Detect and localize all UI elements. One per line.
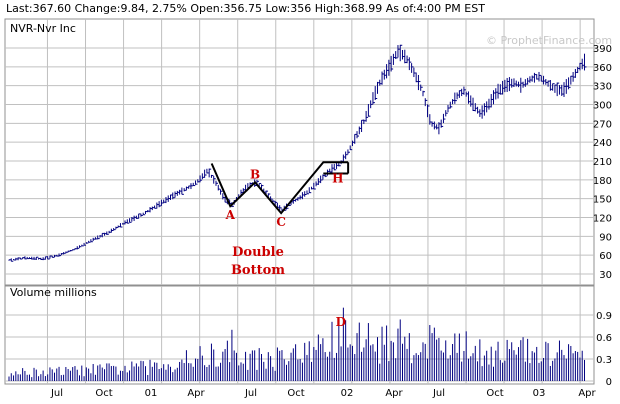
low-value: 356 — [290, 2, 311, 15]
pivot-label-a: A — [225, 208, 236, 222]
high-value: 368.99 — [344, 2, 383, 15]
change-value: 9.84, 2.75% — [120, 2, 186, 15]
price-tick-label: 300 — [593, 101, 612, 112]
x-tick-label: Oct — [486, 388, 503, 399]
x-tick-label: Apr — [187, 388, 205, 399]
x-tick-label: 01 — [145, 388, 158, 399]
price-tick-label: 360 — [593, 63, 612, 74]
price-tick-label: 30 — [599, 270, 612, 281]
x-tick-label: Apr — [578, 388, 596, 399]
asof-value: 4:00 PM EST — [416, 2, 485, 15]
price-tick-label: 330 — [593, 82, 612, 93]
x-tick-label: 03 — [533, 388, 546, 399]
x-tick-label: Jul — [244, 388, 257, 399]
handle-label-h: H — [332, 171, 343, 185]
watermark: © ProphetFinance.com — [486, 34, 612, 47]
price-tick-label: 90 — [599, 232, 612, 243]
open-value: 356.75 — [223, 2, 262, 15]
x-tick-label: Oct — [287, 388, 304, 399]
volume-annotations: D — [336, 315, 346, 329]
pivot-label-c: C — [276, 215, 286, 229]
volume-tick-label: 0 — [606, 377, 612, 388]
asof-label: As of: — [386, 2, 417, 15]
volume-y-axis: 0 0.3 0.6 0.9 — [596, 311, 612, 388]
price-tick-label: 150 — [593, 195, 612, 206]
open-label: Open: — [190, 2, 223, 15]
change-label: Change: — [75, 2, 121, 15]
price-grid — [5, 19, 594, 285]
volume-chart-title: Volume millions — [10, 286, 97, 299]
x-tick-label: Oct — [95, 388, 112, 399]
double-bottom-text-2: Bottom — [231, 263, 285, 278]
quote-header: Last:367.60 Change:9.84, 2.75% Open:356.… — [6, 2, 485, 15]
last-label: Last: — [6, 2, 33, 15]
volume-label-d: D — [336, 315, 346, 329]
x-tick-label: Apr — [385, 388, 403, 399]
x-tick-label: Jul — [50, 388, 63, 399]
volume-tick-label: 0.3 — [596, 355, 612, 366]
high-label: High: — [315, 2, 344, 15]
x-tick-label: 02 — [341, 388, 354, 399]
low-label: Low: — [265, 2, 290, 15]
volume-tick-label: 0.9 — [596, 311, 612, 322]
price-tick-label: 390 — [593, 44, 612, 55]
double-bottom-line — [210, 161, 349, 215]
double-bottom-text-1: Double — [232, 245, 284, 260]
price-panel-frame — [4, 18, 595, 286]
x-tick-label: Jul — [432, 388, 445, 399]
price-tick-label: 270 — [593, 119, 612, 130]
x-axis: Jul Oct 01 Apr Jul Oct 02 Apr Jul Oct 03 Apr — [50, 388, 597, 399]
price-tick-label: 180 — [593, 176, 612, 187]
pivot-label-b: B — [250, 167, 260, 181]
price-bars — [8, 44, 587, 262]
price-tick-label: 210 — [593, 157, 612, 168]
pattern-lines — [210, 161, 350, 215]
price-tick-label: 120 — [593, 214, 612, 225]
volume-tick-label: 0.6 — [596, 333, 612, 344]
annotations: A B C H Double Bottom — [225, 167, 344, 278]
price-y-axis: 30 60 90 120 150 180 210 240 270 300 330 360 390 — [593, 44, 612, 281]
price-tick-label: 240 — [593, 138, 612, 149]
last-value: 367.60 — [33, 2, 72, 15]
price-chart-title: NVR-Nvr Inc — [10, 22, 76, 35]
volume-bars — [8, 307, 585, 381]
price-tick-label: 60 — [599, 251, 612, 262]
